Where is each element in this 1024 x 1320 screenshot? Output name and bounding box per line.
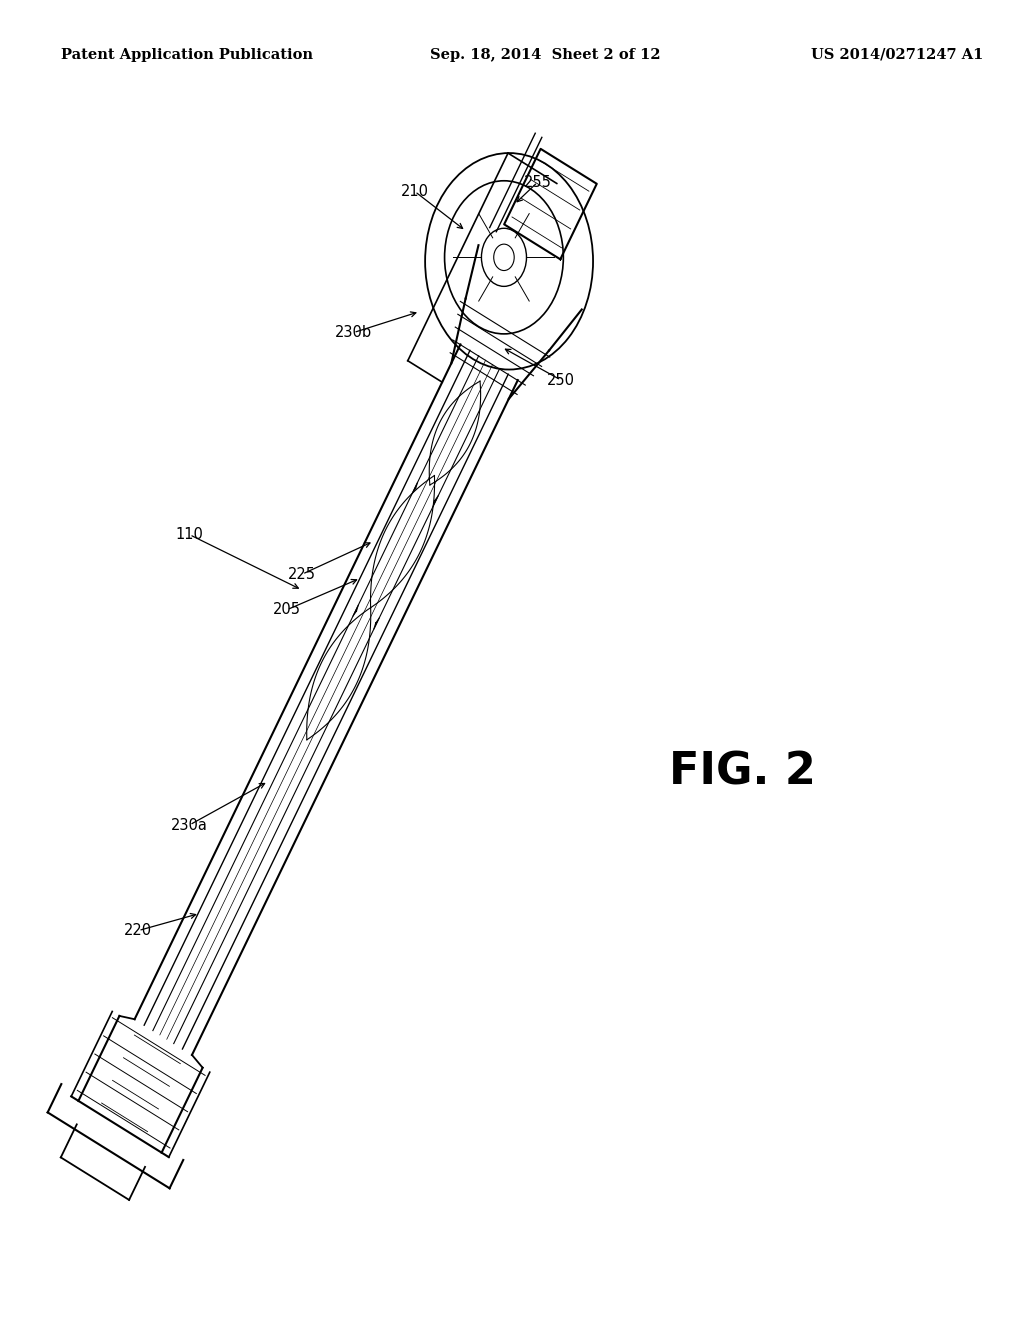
Text: FIG. 2: FIG. 2 bbox=[669, 751, 816, 793]
Text: 210: 210 bbox=[400, 183, 429, 199]
Text: US 2014/0271247 A1: US 2014/0271247 A1 bbox=[811, 48, 983, 62]
Text: 230a: 230a bbox=[171, 817, 208, 833]
Text: 255: 255 bbox=[523, 174, 552, 190]
Text: Patent Application Publication: Patent Application Publication bbox=[61, 48, 313, 62]
Text: 230b: 230b bbox=[335, 325, 372, 341]
Text: 225: 225 bbox=[288, 566, 316, 582]
Text: 205: 205 bbox=[272, 602, 301, 618]
Text: 110: 110 bbox=[175, 527, 204, 543]
Text: Sep. 18, 2014  Sheet 2 of 12: Sep. 18, 2014 Sheet 2 of 12 bbox=[430, 48, 660, 62]
Text: 220: 220 bbox=[124, 923, 153, 939]
Text: 250: 250 bbox=[547, 372, 575, 388]
